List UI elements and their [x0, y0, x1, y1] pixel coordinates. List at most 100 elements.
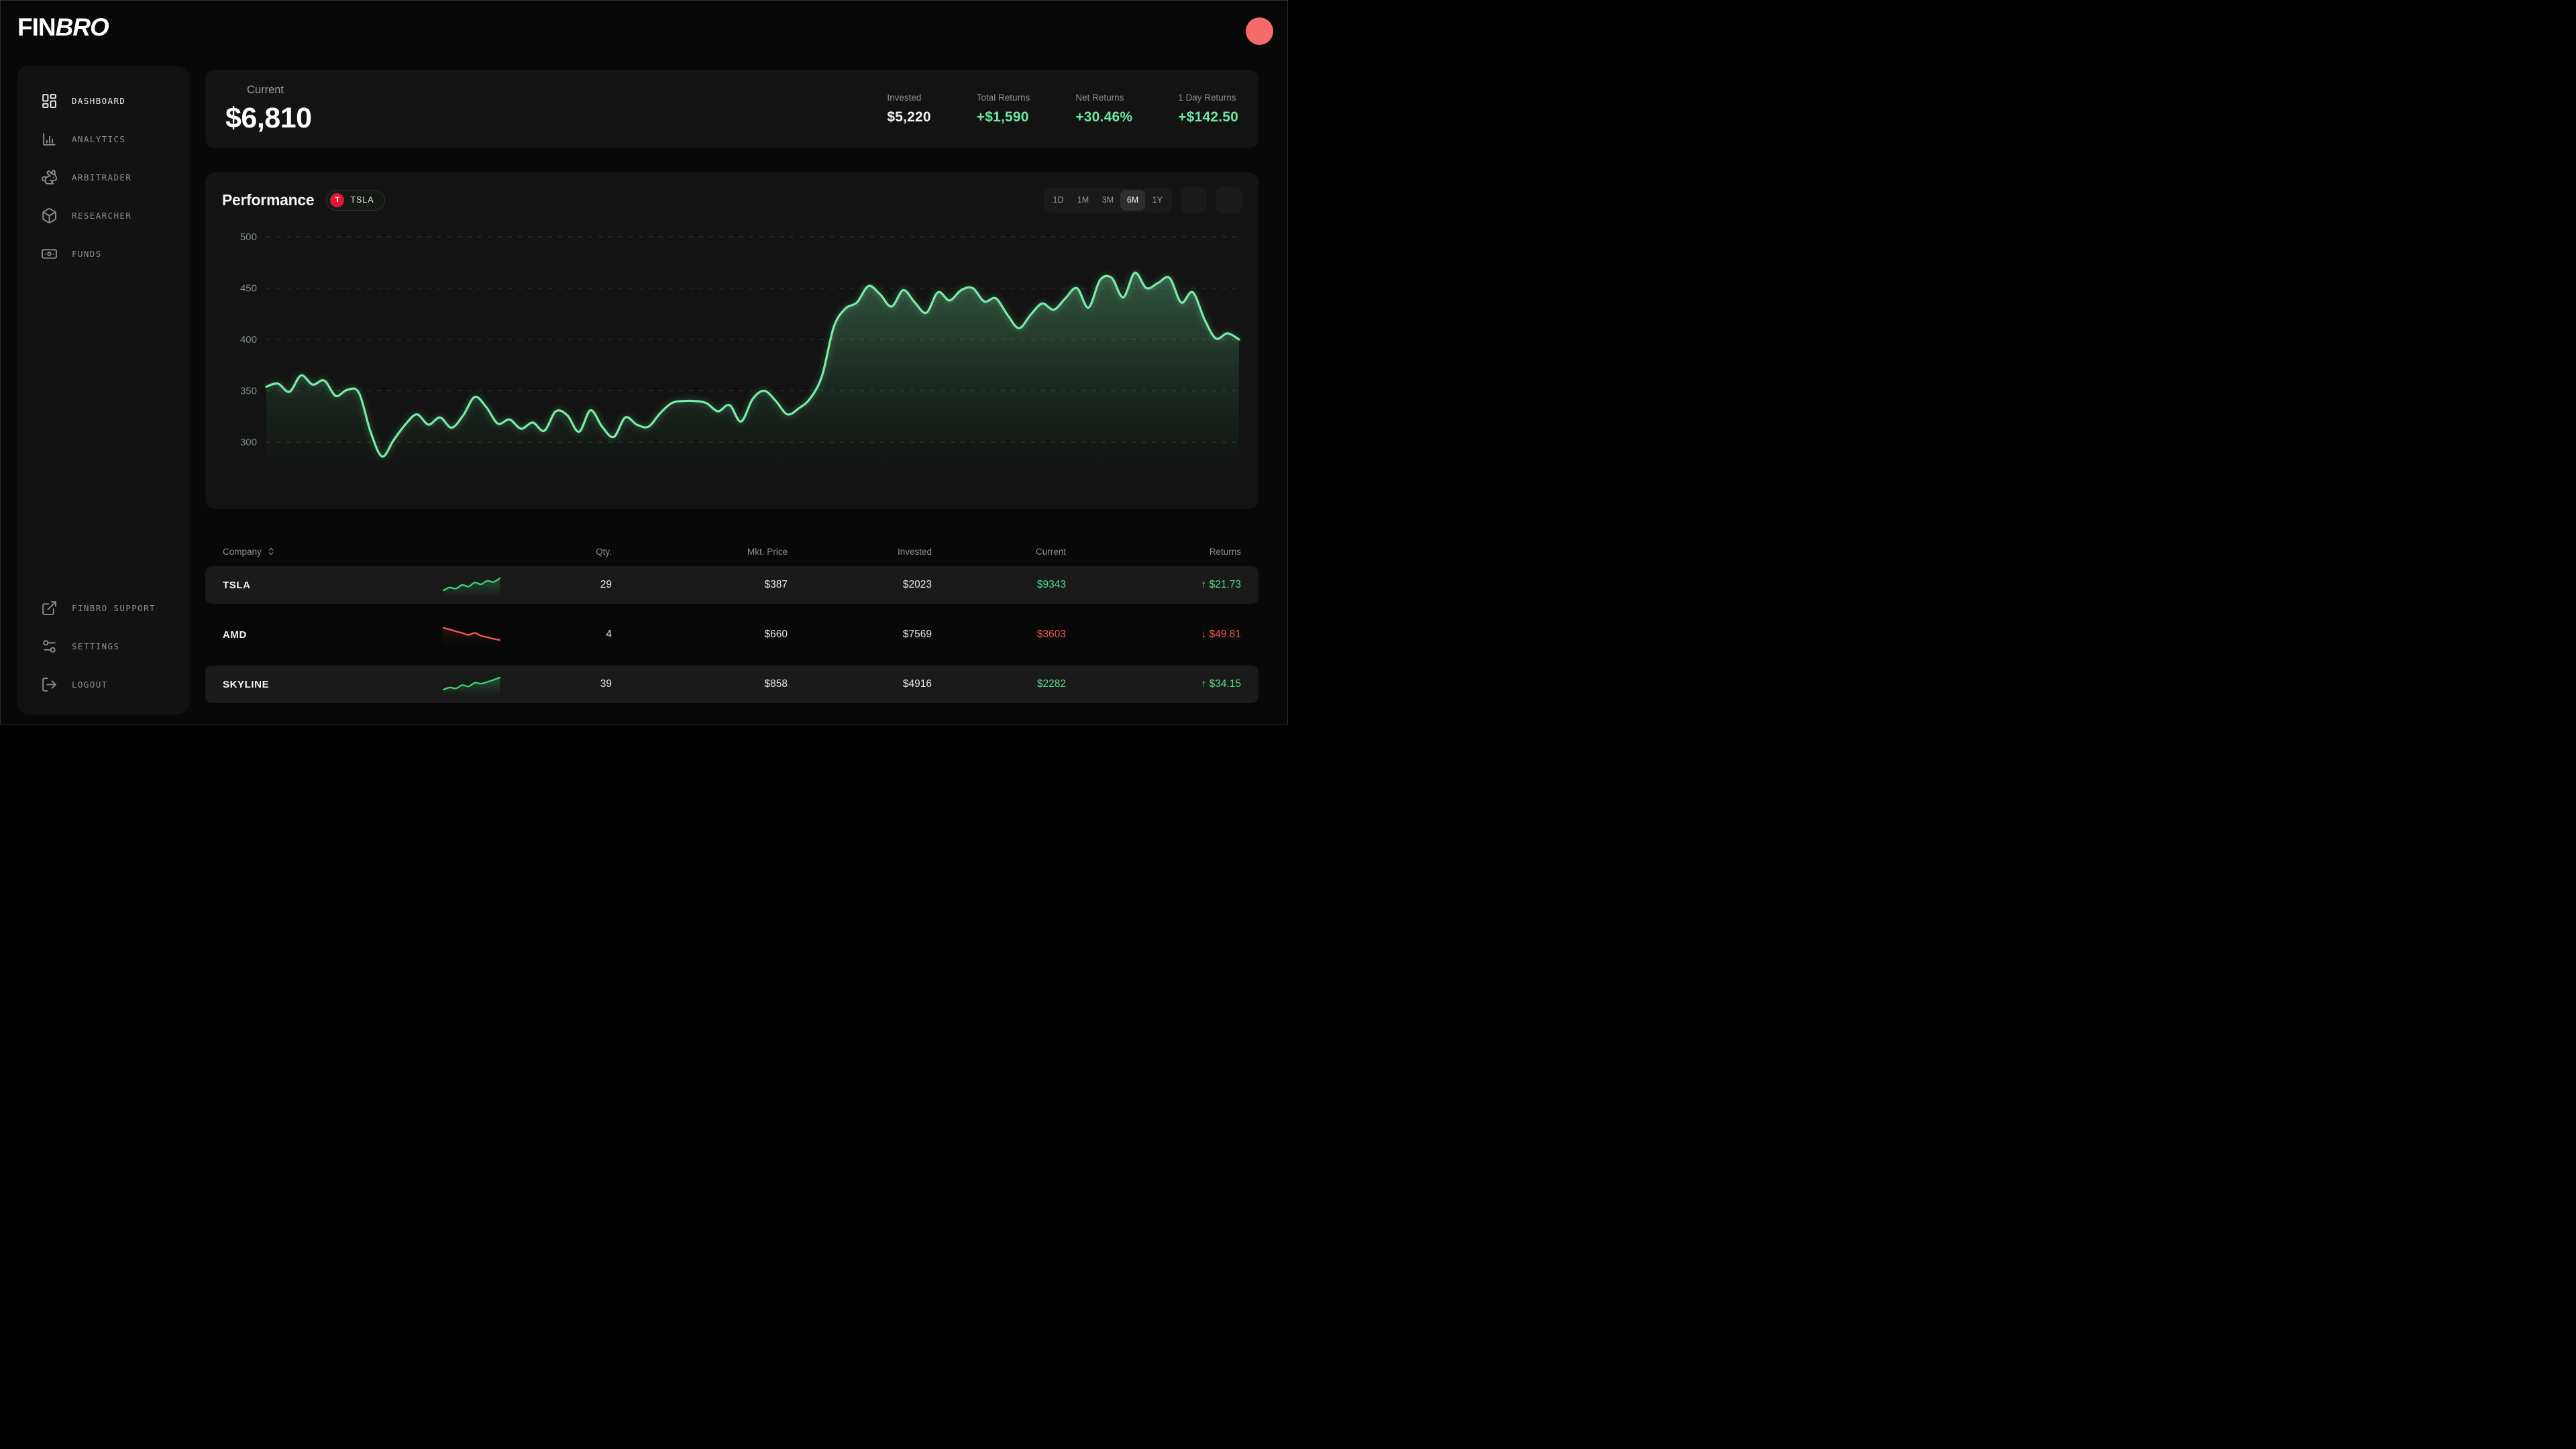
stat-value: +30.46%	[1075, 109, 1133, 125]
table-row-tsla[interactable]: TSLA 29 $387 $2023 $9343 ↑ $21.73	[205, 566, 1258, 604]
sparkline-amd	[442, 627, 501, 646]
invested-cell: $7569	[902, 629, 932, 640]
analytics-icon	[41, 131, 58, 148]
stat-one-day-returns: 1 Day Returns +$142.50	[1178, 93, 1238, 125]
table-row-amd[interactable]: AMD 4 $660 $7569 $3603 ↓ $49.81	[205, 616, 1258, 653]
sidebar-item-label: SETTINGS	[72, 641, 120, 651]
stat-value: +$1,590	[976, 109, 1029, 125]
chart-y-axis-labels: 300 350 400 450 500	[240, 231, 257, 448]
table-row-skyline[interactable]: SKYLINE 39 $858 $4916 $2282 ↑ $34.15	[205, 665, 1258, 703]
current-label: Current	[247, 84, 284, 96]
mkt-price-cell: $660	[764, 629, 788, 640]
sidebar-item-researcher[interactable]: RESEARCHER	[17, 197, 189, 235]
returns-cell: ↑ $21.73	[1201, 579, 1241, 590]
sidebar-item-funds[interactable]: FUNDS	[17, 235, 189, 273]
external-link-icon	[41, 600, 58, 616]
invested-cell: $4916	[902, 678, 932, 690]
tesla-logo-icon: T	[330, 193, 345, 207]
range-button-6m[interactable]: 6M	[1120, 189, 1145, 211]
sidebar-item-label: FINBRO SUPPORT	[72, 603, 156, 613]
mkt-price-cell: $858	[764, 678, 788, 690]
logout-icon	[41, 676, 58, 693]
svg-text:350: 350	[240, 386, 257, 397]
sparkline-tsla	[442, 577, 501, 596]
wallet-icon	[225, 83, 239, 97]
column-header-returns[interactable]: Returns	[1209, 546, 1241, 557]
chart-line	[265, 272, 1240, 458]
range-selector: 1D 1M 3M 6M 1Y	[1044, 187, 1172, 213]
sidebar-item-settings[interactable]: SETTINGS	[17, 627, 189, 665]
sliders-icon	[41, 638, 58, 655]
sidebar-item-logout[interactable]: LOGOUT	[17, 665, 189, 704]
company-name: TSLA	[223, 579, 251, 591]
summary-card: Current $6,810 Invested $5,220 Total Ret…	[205, 70, 1258, 148]
sidebar-item-dashboard[interactable]: DASHBOARD	[17, 82, 189, 120]
sidebar-item-support[interactable]: FINBRO SUPPORT	[17, 589, 189, 627]
brand-logo-bro: BRO	[55, 13, 109, 41]
download-button[interactable]	[1216, 186, 1242, 213]
summary-current-block: Current $6,810	[225, 83, 312, 135]
sidebar-item-label: ANALYTICS	[72, 134, 126, 144]
column-header-current[interactable]: Current	[1035, 546, 1066, 557]
ticker-badge[interactable]: T TSLA	[326, 189, 385, 211]
brand-logo-fin: FIN	[17, 13, 56, 41]
company-name: SKYLINE	[223, 678, 270, 690]
sidebar-item-analytics[interactable]: ANALYTICS	[17, 120, 189, 158]
holdings-table: Company Qty. Mkt. Price Invested Current…	[205, 537, 1258, 715]
current-cell: $2282	[1036, 678, 1066, 690]
stat-total-returns: Total Returns +$1,590	[976, 93, 1030, 125]
rabbit-icon	[41, 169, 58, 186]
performance-card: Performance T TSLA 1D 1M 3M 6M 1Y	[205, 172, 1258, 509]
sparkline-skyline	[442, 676, 501, 696]
performance-area-chart[interactable]: 300 350 400 450 500	[222, 229, 1242, 476]
performance-title: Performance	[222, 191, 315, 209]
table-header: Company Qty. Mkt. Price Invested Current…	[205, 537, 1258, 566]
svg-text:450: 450	[240, 283, 257, 294]
sidebar-item-label: DASHBOARD	[72, 96, 126, 106]
sidebar-footer: FINBRO SUPPORT SETTINGS LOGOUT	[17, 589, 189, 704]
returns-cell: ↑ $34.15	[1201, 678, 1241, 690]
calendar-button[interactable]	[1181, 186, 1207, 213]
column-header-company[interactable]: Company	[223, 547, 441, 557]
returns-cell: ↓ $49.81	[1201, 629, 1241, 640]
user-avatar[interactable]	[1246, 17, 1273, 45]
chart-area-fill	[266, 272, 1239, 470]
current-cell: $9343	[1036, 579, 1066, 590]
brand-logo: FINBRO	[17, 13, 109, 42]
column-header-qty[interactable]: Qty.	[596, 546, 612, 557]
svg-text:300: 300	[240, 437, 257, 448]
range-button-1d[interactable]: 1D	[1046, 190, 1071, 211]
range-button-3m[interactable]: 3M	[1095, 190, 1120, 211]
range-button-1m[interactable]: 1M	[1071, 190, 1095, 211]
box-icon	[41, 207, 58, 224]
range-button-1y[interactable]: 1Y	[1145, 190, 1170, 211]
column-header-invested[interactable]: Invested	[897, 546, 932, 557]
sidebar-item-label: FUNDS	[72, 249, 102, 259]
stat-value: +$142.50	[1178, 109, 1238, 125]
banknote-icon	[41, 246, 58, 262]
current-value: $6,810	[225, 102, 312, 134]
dashboard-icon	[41, 93, 58, 109]
sidebar: DASHBOARD ANALYTICS ARBITRADER RESEARCHE…	[17, 66, 189, 714]
download-icon	[1223, 194, 1235, 206]
stat-value: $5,220	[887, 109, 931, 125]
svg-text:500: 500	[240, 231, 257, 243]
svg-text:400: 400	[240, 334, 257, 345]
sidebar-item-arbitrader[interactable]: ARBITRADER	[17, 158, 189, 197]
calendar-icon	[1188, 194, 1200, 206]
column-header-mkt-price[interactable]: Mkt. Price	[747, 546, 788, 557]
sidebar-item-label: LOGOUT	[72, 680, 108, 690]
stat-invested: Invested $5,220	[887, 93, 931, 125]
current-cell: $3603	[1036, 629, 1066, 640]
qty-cell: 4	[606, 629, 612, 640]
mkt-price-cell: $387	[764, 579, 788, 590]
summary-stats: Invested $5,220 Total Returns +$1,590 Ne…	[887, 93, 1238, 125]
qty-cell: 39	[600, 678, 612, 690]
company-name: AMD	[223, 629, 247, 641]
stat-net-returns: Net Returns +30.46%	[1075, 93, 1133, 125]
app-window: FINBRO DASHBOARD ANALYTICS ARBITRADER R	[0, 0, 1288, 724]
sidebar-item-label: RESEARCHER	[72, 211, 132, 221]
qty-cell: 29	[600, 579, 612, 590]
invested-cell: $2023	[902, 579, 932, 590]
sidebar-item-label: ARBITRADER	[72, 172, 132, 182]
